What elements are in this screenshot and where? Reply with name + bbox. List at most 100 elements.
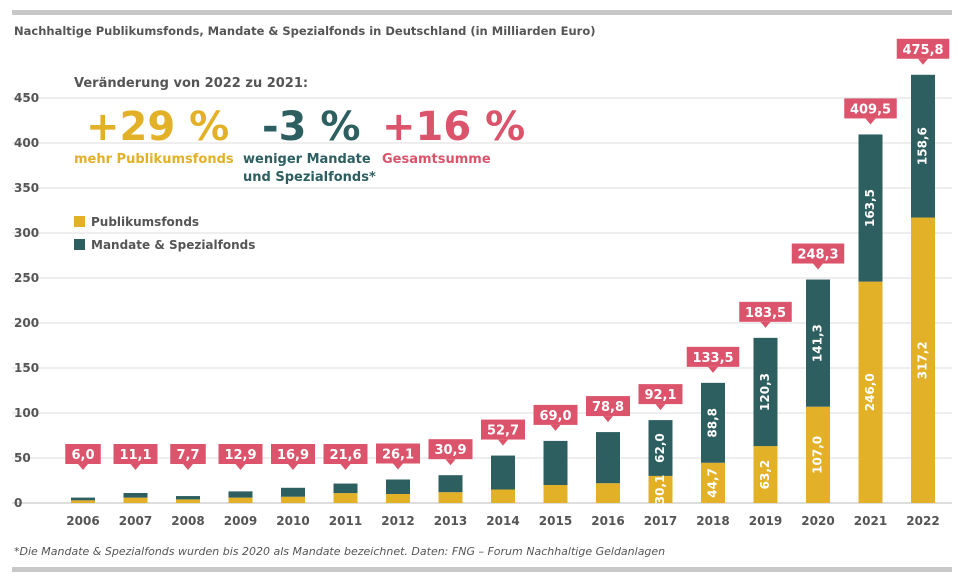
bar-publikumsfonds <box>701 462 725 503</box>
total-label: 133,5 <box>692 351 733 366</box>
total-label-box <box>218 444 263 464</box>
total-label-pointer <box>865 118 876 125</box>
bar-mandate <box>648 420 673 476</box>
bar-publikumsfonds <box>806 406 830 503</box>
total-label-pointer <box>235 464 246 470</box>
total-label-box <box>481 419 525 440</box>
chart-title: Nachhaltige Publikumsfonds, Mandate & Sp… <box>14 24 596 38</box>
bar-publikumsfonds <box>333 493 358 503</box>
y-tick-label: 300 <box>14 226 39 240</box>
y-tick-label: 0 <box>14 496 22 510</box>
bar-publikumsfonds <box>386 494 410 503</box>
mandate-change-label-1: weniger Mandate <box>243 152 371 167</box>
total-label-box <box>113 444 158 464</box>
bar-mandate <box>438 475 463 493</box>
x-tick-label: 2016 <box>591 514 624 528</box>
bar-mandate <box>701 382 725 463</box>
total-label-pointer <box>813 263 823 270</box>
total-label-box <box>791 243 845 264</box>
x-tick-label: 2010 <box>276 514 309 528</box>
bar-publikumsfonds <box>753 446 778 503</box>
x-tick-label: 2021 <box>854 514 887 528</box>
bar-publikumsfonds <box>176 499 200 503</box>
bar-mandate <box>176 496 200 500</box>
bar-publikumsfonds <box>911 217 935 503</box>
data-label-mandate: 88,8 <box>706 408 720 438</box>
y-tick-label: 350 <box>14 181 39 195</box>
total-label-box <box>638 384 683 405</box>
bar-publikumsfonds <box>281 496 305 503</box>
x-tick-label: 2008 <box>171 514 204 528</box>
bar-publikumsfonds <box>596 483 620 503</box>
legend-swatch-publikum <box>74 216 85 227</box>
total-label-pointer <box>655 404 666 411</box>
x-tick-label: 2006 <box>66 514 99 528</box>
x-tick-label: 2014 <box>486 514 519 528</box>
total-label-box <box>65 444 101 464</box>
total-change-label: Gesamtsumme <box>382 152 491 167</box>
data-label-publikum: 44,7 <box>706 468 720 498</box>
x-tick-label: 2022 <box>906 514 939 528</box>
bar-publikumsfonds <box>648 475 673 503</box>
data-label-mandate: 62,0 <box>653 433 667 463</box>
total-label-box <box>739 301 792 322</box>
footnote: *Die Mandate & Spezialfonds wurden bis 2… <box>14 545 666 558</box>
bar-publikumsfonds <box>438 492 463 503</box>
bar-mandate <box>123 493 148 498</box>
data-label-publikum: 317,2 <box>916 341 930 379</box>
y-tick-label: 150 <box>14 361 39 375</box>
bar-mandate <box>491 455 515 490</box>
total-label: 26,1 <box>382 448 414 463</box>
y-tick-label: 250 <box>14 271 39 285</box>
publikum-change-value: +29 % <box>86 104 230 150</box>
total-label: 183,5 <box>745 306 786 321</box>
top-rule <box>12 10 952 15</box>
total-label-box <box>586 396 630 417</box>
total-label-pointer <box>130 464 141 470</box>
legend-mandate: Mandate & Spezialfonds <box>74 238 255 252</box>
total-label-pointer <box>340 464 351 470</box>
total-label-box <box>376 443 420 464</box>
legend-publikum: Publikumsfonds <box>74 215 199 229</box>
bar-mandate <box>228 491 253 498</box>
legend-swatch-mandate <box>74 239 85 250</box>
total-label: 21,6 <box>329 448 361 463</box>
total-label: 248,3 <box>797 248 838 263</box>
total-label-pointer <box>603 416 613 423</box>
total-label: 16,9 <box>277 448 309 463</box>
bottom-rule <box>12 567 952 572</box>
x-tick-label: 2019 <box>749 514 782 528</box>
total-label: 69,0 <box>539 409 571 424</box>
bar-publikumsfonds <box>71 500 95 503</box>
bar-mandate <box>858 134 883 282</box>
bar-publikumsfonds <box>228 497 253 503</box>
y-tick-label: 200 <box>14 316 39 330</box>
total-label-pointer <box>288 464 298 470</box>
total-label-box <box>844 98 897 119</box>
total-label-pointer <box>918 58 928 65</box>
x-tick-label: 2007 <box>119 514 152 528</box>
bar-mandate <box>71 497 95 501</box>
bar-mandate <box>333 483 358 494</box>
total-label-box <box>896 38 950 59</box>
x-tick-label: 2009 <box>224 514 257 528</box>
total-label-box <box>170 444 206 464</box>
total-label: 78,8 <box>592 400 624 415</box>
bar-mandate <box>911 74 935 218</box>
change-heading: Veränderung von 2022 zu 2021: <box>74 76 309 91</box>
data-label-publikum: 30,1 <box>653 475 667 505</box>
total-label: 30,9 <box>434 443 466 458</box>
total-label-pointer <box>550 424 561 431</box>
total-change-value: +16 % <box>382 104 526 150</box>
bar-mandate <box>543 440 568 485</box>
total-label: 475,8 <box>902 43 943 58</box>
y-tick-label: 400 <box>14 136 39 150</box>
total-label-pointer <box>393 463 403 470</box>
total-label-pointer <box>183 464 193 470</box>
total-label: 92,1 <box>644 388 676 403</box>
total-label-pointer <box>760 321 771 328</box>
bar-mandate <box>596 432 620 484</box>
bar-mandate <box>281 487 305 497</box>
data-label-mandate: 141,3 <box>811 324 825 362</box>
